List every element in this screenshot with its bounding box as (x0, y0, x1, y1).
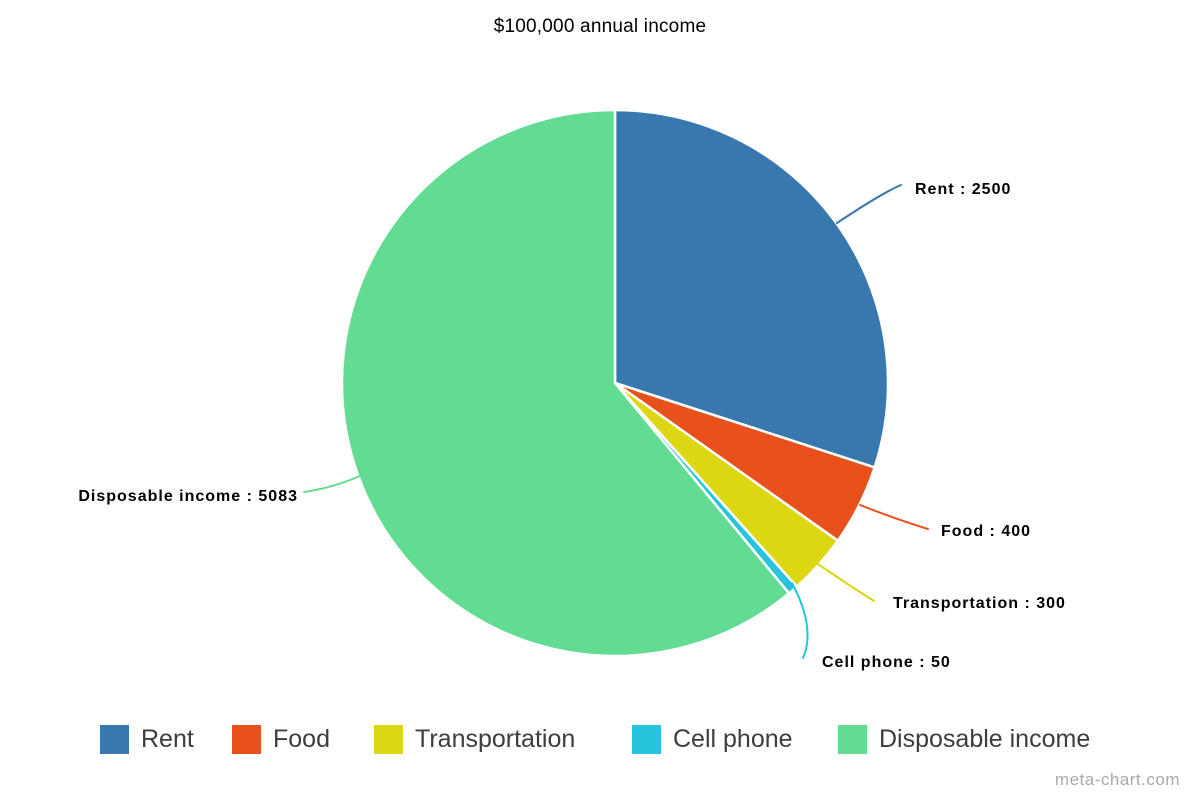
legend-swatch-food (232, 724, 261, 754)
callout-label-disposable-income: Disposable income : 5083 (78, 488, 298, 505)
legend-label-transportation: Transportation (415, 724, 576, 753)
legend-swatch-rent (100, 724, 129, 754)
legend-item-rent: Rent (100, 724, 194, 754)
legend-swatch-transportation (374, 724, 403, 754)
legend-label-rent: Rent (141, 724, 194, 753)
callout-line-disposable-income (303, 475, 361, 493)
callout-label-cell-phone: Cell phone : 50 (822, 654, 951, 671)
legend-item-disposable-income: Disposable income (838, 724, 1090, 754)
callout-line-cell-phone (791, 582, 809, 659)
legend-label-disposable-income: Disposable income (879, 724, 1091, 753)
legend-swatch-disposable-income (838, 724, 867, 754)
legend-item-cell-phone: Cell phone (632, 724, 793, 754)
watermark: meta-chart.com (1054, 770, 1180, 789)
legend-swatch-cell-phone (632, 724, 661, 754)
callout-line-transportation (817, 563, 875, 602)
chart-title: $100,000 annual income (493, 16, 707, 37)
pie-slice-disposable-income[interactable] (340, 108, 791, 658)
callout-label-food: Food : 400 (941, 523, 1032, 540)
pie-slice-rent[interactable] (613, 108, 890, 469)
legend-label-cell-phone: Cell phone (673, 724, 793, 753)
legend-item-transportation: Transportation (374, 724, 575, 754)
legend-item-food: Food (232, 724, 330, 754)
callout-label-rent: Rent : 2500 (915, 181, 1012, 198)
callout-line-rent (836, 184, 902, 224)
legend-label-food: Food (273, 724, 330, 753)
callout-line-food (859, 504, 929, 530)
callout-label-transportation: Transportation : 300 (893, 595, 1066, 612)
